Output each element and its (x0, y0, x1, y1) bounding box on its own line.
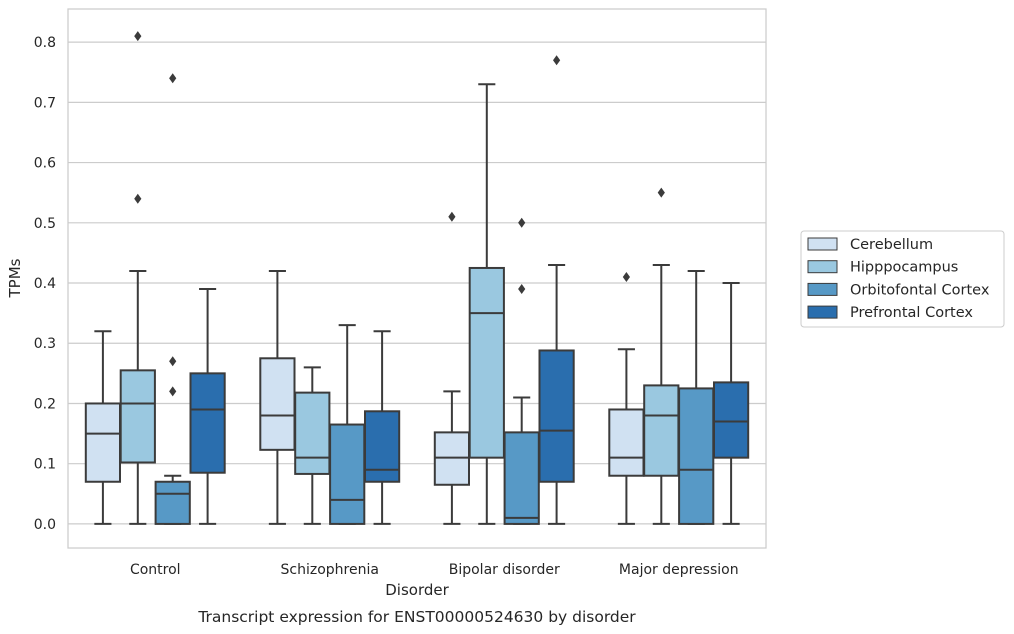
box-cerebellum-bipolar-disorder (433, 211, 471, 525)
box-iqr (154, 480, 191, 525)
legend-frame (800, 230, 1005, 328)
legend-swatch (807, 305, 838, 319)
box-hipppocampus-schizophrenia (294, 366, 331, 525)
y-tick-label: 0.0 (34, 517, 56, 533)
y-tick-label: 0.6 (34, 156, 56, 172)
outlier-point (134, 31, 142, 42)
outlier-point (169, 73, 177, 84)
box-iqr (503, 431, 540, 525)
box-orbitofontal-cortex-major-depression (678, 269, 715, 525)
plot-area-frame (67, 8, 767, 549)
box-iqr (84, 402, 122, 483)
outlier-point (134, 193, 142, 204)
outlier-point (553, 55, 561, 66)
box-plot-series (84, 31, 750, 525)
x-tick-label: Control (130, 562, 181, 578)
box-prefrontal-cortex-control (189, 288, 226, 525)
legend-label: Prefrontal Cortex (850, 305, 973, 321)
box-cerebellum-schizophrenia (259, 269, 296, 525)
box-iqr (608, 408, 645, 477)
legend-swatch (807, 260, 838, 274)
box-iqr (189, 372, 226, 474)
box-hipppocampus-bipolar-disorder (468, 83, 505, 525)
box-iqr (643, 384, 680, 477)
legend-swatch (807, 237, 838, 251)
box-prefrontal-cortex-schizophrenia (363, 330, 401, 525)
x-tick-label: Schizophrenia (281, 562, 379, 578)
box-cerebellum-major-depression (608, 271, 645, 525)
y-tick-label: 0.1 (34, 457, 56, 473)
y-axis-title: TPMs (6, 258, 24, 298)
x-tick-label: Major depression (619, 562, 739, 578)
box-iqr (294, 391, 331, 475)
box-iqr (259, 357, 296, 451)
legend: Cerebellum Hipppocampus Orbitofontal Corte… (800, 230, 1005, 328)
box-iqr (712, 381, 750, 459)
y-axis-ticks: 0.0 0.1 0.2 0.3 0.4 0.5 0.6 0.7 0.8 (34, 35, 56, 533)
box-iqr (119, 369, 156, 464)
box-iqr (363, 410, 401, 483)
x-axis-title: Disorder (385, 581, 449, 599)
box-iqr (678, 387, 715, 525)
outlier-point (448, 211, 456, 222)
y-tick-label: 0.5 (34, 216, 56, 232)
y-tick-label: 0.3 (34, 336, 56, 352)
box-orbitofontal-cortex-bipolar-disorder (503, 217, 540, 525)
box-prefrontal-cortex-major-depression (712, 282, 750, 525)
y-tick-label: 0.4 (34, 276, 56, 292)
x-tick-label: Bipolar disorder (449, 562, 560, 578)
outlier-point (518, 284, 526, 295)
chart-caption: Transcript expression for ENST0000052463… (197, 608, 636, 626)
box-iqr (329, 423, 366, 525)
legend-swatch (807, 282, 838, 296)
box-hipppocampus-control (119, 31, 156, 525)
x-axis-ticks: Control Schizophrenia Bipolar disorder Majo… (130, 562, 739, 578)
box-iqr (538, 349, 575, 483)
box-prefrontal-cortex-bipolar-disorder (538, 55, 575, 525)
y-tick-label: 0.8 (34, 35, 56, 51)
outlier-point (622, 271, 630, 282)
outlier-point (657, 187, 665, 198)
outlier-point (169, 356, 177, 367)
y-tick-label: 0.7 (34, 95, 56, 111)
outlier-point (169, 386, 177, 397)
legend-label: Orbitofontal Cortex (850, 282, 990, 298)
box-hipppocampus-major-depression (643, 187, 680, 525)
y-tick-label: 0.2 (34, 396, 56, 412)
grid-lines (68, 41, 766, 525)
box-cerebellum-control (84, 330, 122, 525)
box-orbitofontal-cortex-control (154, 73, 191, 525)
outlier-point (518, 217, 526, 228)
box-iqr (468, 266, 505, 459)
legend-label: Hipppocampus (850, 260, 958, 276)
box-orbitofontal-cortex-schizophrenia (329, 324, 366, 525)
legend-label: Cerebellum (850, 237, 933, 253)
